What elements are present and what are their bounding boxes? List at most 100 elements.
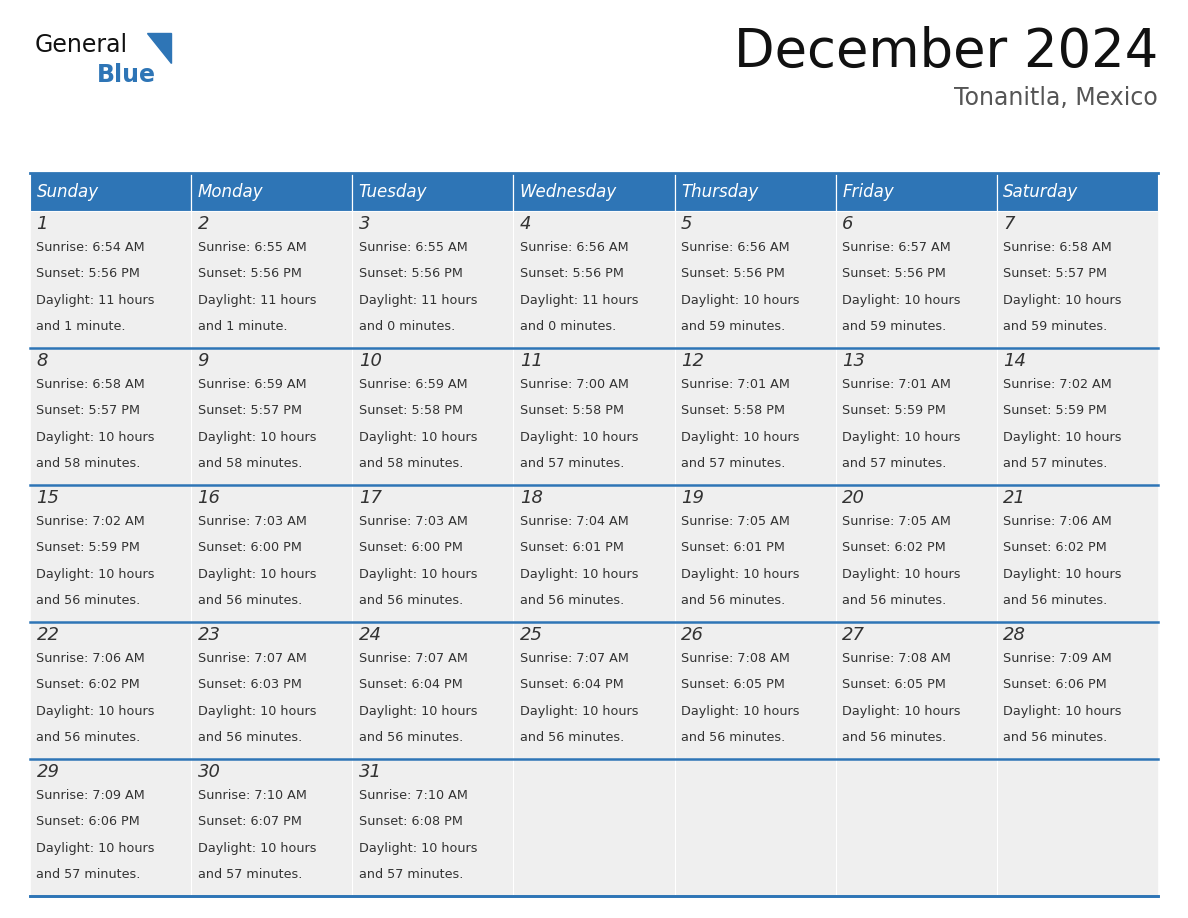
Bar (191, 485, 353, 622)
Text: and 58 minutes.: and 58 minutes. (197, 457, 302, 470)
Text: 23: 23 (197, 626, 221, 644)
Text: General: General (34, 33, 128, 57)
Text: Daylight: 10 hours: Daylight: 10 hours (842, 567, 961, 581)
Text: 4: 4 (520, 215, 531, 233)
Text: 29: 29 (37, 763, 59, 781)
Text: Sunrise: 7:08 AM: Sunrise: 7:08 AM (681, 652, 790, 665)
Bar (513, 759, 675, 896)
Bar (997, 173, 1158, 211)
Text: Sunrise: 7:02 AM: Sunrise: 7:02 AM (1004, 378, 1112, 391)
Text: Sunrise: 6:57 AM: Sunrise: 6:57 AM (842, 241, 950, 254)
Text: and 59 minutes.: and 59 minutes. (681, 320, 785, 333)
Text: and 57 minutes.: and 57 minutes. (197, 868, 302, 881)
Bar (191, 759, 353, 896)
Bar (997, 485, 1158, 622)
Bar (30, 622, 191, 759)
Bar (30, 759, 191, 896)
Text: Wednesday: Wednesday (520, 183, 617, 201)
Text: Sunset: 5:59 PM: Sunset: 5:59 PM (37, 542, 140, 554)
Text: 16: 16 (197, 489, 221, 507)
Text: 18: 18 (520, 489, 543, 507)
Bar (513, 211, 675, 348)
Text: Sunrise: 7:10 AM: Sunrise: 7:10 AM (197, 789, 307, 802)
Text: Daylight: 10 hours: Daylight: 10 hours (681, 431, 800, 443)
Text: and 56 minutes.: and 56 minutes. (37, 594, 140, 607)
Text: Sunset: 6:01 PM: Sunset: 6:01 PM (520, 542, 624, 554)
Text: Daylight: 11 hours: Daylight: 11 hours (37, 294, 154, 307)
Text: Sunset: 5:59 PM: Sunset: 5:59 PM (842, 404, 946, 418)
Text: and 57 minutes.: and 57 minutes. (681, 457, 785, 470)
Bar (513, 173, 675, 211)
Text: Sunrise: 7:07 AM: Sunrise: 7:07 AM (359, 652, 468, 665)
Text: 20: 20 (842, 489, 865, 507)
Text: Sunset: 5:57 PM: Sunset: 5:57 PM (197, 404, 302, 418)
Text: Saturday: Saturday (1004, 183, 1079, 201)
Text: Sunset: 6:05 PM: Sunset: 6:05 PM (842, 678, 946, 691)
Text: Sunset: 6:07 PM: Sunset: 6:07 PM (197, 815, 302, 828)
Bar (353, 622, 513, 759)
Text: Sunrise: 7:08 AM: Sunrise: 7:08 AM (842, 652, 952, 665)
Text: and 1 minute.: and 1 minute. (37, 320, 126, 333)
Text: Sunrise: 6:54 AM: Sunrise: 6:54 AM (37, 241, 145, 254)
Bar (353, 485, 513, 622)
Text: 5: 5 (681, 215, 693, 233)
Text: and 58 minutes.: and 58 minutes. (37, 457, 141, 470)
Text: Sunrise: 6:58 AM: Sunrise: 6:58 AM (37, 378, 145, 391)
Text: and 56 minutes.: and 56 minutes. (1004, 731, 1107, 744)
Text: Sunrise: 7:01 AM: Sunrise: 7:01 AM (681, 378, 790, 391)
Text: 28: 28 (1004, 626, 1026, 644)
Text: Sunset: 6:00 PM: Sunset: 6:00 PM (197, 542, 302, 554)
Text: and 56 minutes.: and 56 minutes. (520, 594, 624, 607)
Text: Sunset: 6:03 PM: Sunset: 6:03 PM (197, 678, 302, 691)
Bar (835, 173, 997, 211)
Text: Sunset: 5:56 PM: Sunset: 5:56 PM (520, 267, 624, 280)
Text: Sunrise: 7:04 AM: Sunrise: 7:04 AM (520, 515, 628, 528)
Text: and 56 minutes.: and 56 minutes. (197, 594, 302, 607)
Bar (997, 211, 1158, 348)
Text: Daylight: 10 hours: Daylight: 10 hours (1004, 567, 1121, 581)
Text: Sunset: 5:58 PM: Sunset: 5:58 PM (681, 404, 785, 418)
Text: and 59 minutes.: and 59 minutes. (1004, 320, 1107, 333)
Text: Sunset: 5:58 PM: Sunset: 5:58 PM (520, 404, 624, 418)
Text: Sunrise: 7:07 AM: Sunrise: 7:07 AM (520, 652, 628, 665)
Bar (191, 211, 353, 348)
Text: Daylight: 10 hours: Daylight: 10 hours (520, 431, 638, 443)
Bar (30, 211, 191, 348)
Text: Sunrise: 7:09 AM: Sunrise: 7:09 AM (1004, 652, 1112, 665)
Bar (835, 759, 997, 896)
Bar (997, 348, 1158, 485)
Text: and 56 minutes.: and 56 minutes. (520, 731, 624, 744)
Text: Sunset: 5:56 PM: Sunset: 5:56 PM (37, 267, 140, 280)
Bar (191, 348, 353, 485)
Text: Sunrise: 7:09 AM: Sunrise: 7:09 AM (37, 789, 145, 802)
Text: and 57 minutes.: and 57 minutes. (359, 868, 463, 881)
Text: Sunrise: 6:59 AM: Sunrise: 6:59 AM (359, 378, 467, 391)
Bar (353, 173, 513, 211)
Bar (675, 211, 835, 348)
Text: Daylight: 10 hours: Daylight: 10 hours (37, 842, 154, 855)
Text: Sunset: 6:04 PM: Sunset: 6:04 PM (520, 678, 624, 691)
Text: Monday: Monday (197, 183, 264, 201)
Text: 9: 9 (197, 352, 209, 370)
Text: Sunrise: 6:56 AM: Sunrise: 6:56 AM (681, 241, 790, 254)
Text: Daylight: 10 hours: Daylight: 10 hours (37, 431, 154, 443)
Text: Sunrise: 6:55 AM: Sunrise: 6:55 AM (359, 241, 468, 254)
Text: Sunset: 6:06 PM: Sunset: 6:06 PM (1004, 678, 1107, 691)
Text: and 59 minutes.: and 59 minutes. (842, 320, 947, 333)
Text: Sunrise: 7:01 AM: Sunrise: 7:01 AM (842, 378, 952, 391)
Text: Sunrise: 6:58 AM: Sunrise: 6:58 AM (1004, 241, 1112, 254)
Text: 24: 24 (359, 626, 381, 644)
Text: Daylight: 10 hours: Daylight: 10 hours (681, 567, 800, 581)
Text: Daylight: 11 hours: Daylight: 11 hours (197, 294, 316, 307)
Text: Daylight: 11 hours: Daylight: 11 hours (520, 294, 638, 307)
Text: 21: 21 (1004, 489, 1026, 507)
Bar (675, 485, 835, 622)
Bar (675, 622, 835, 759)
Text: 8: 8 (37, 352, 48, 370)
Text: Sunset: 5:58 PM: Sunset: 5:58 PM (359, 404, 463, 418)
Bar (835, 348, 997, 485)
Text: 31: 31 (359, 763, 381, 781)
Text: Daylight: 10 hours: Daylight: 10 hours (197, 567, 316, 581)
Text: 2: 2 (197, 215, 209, 233)
Bar (835, 485, 997, 622)
